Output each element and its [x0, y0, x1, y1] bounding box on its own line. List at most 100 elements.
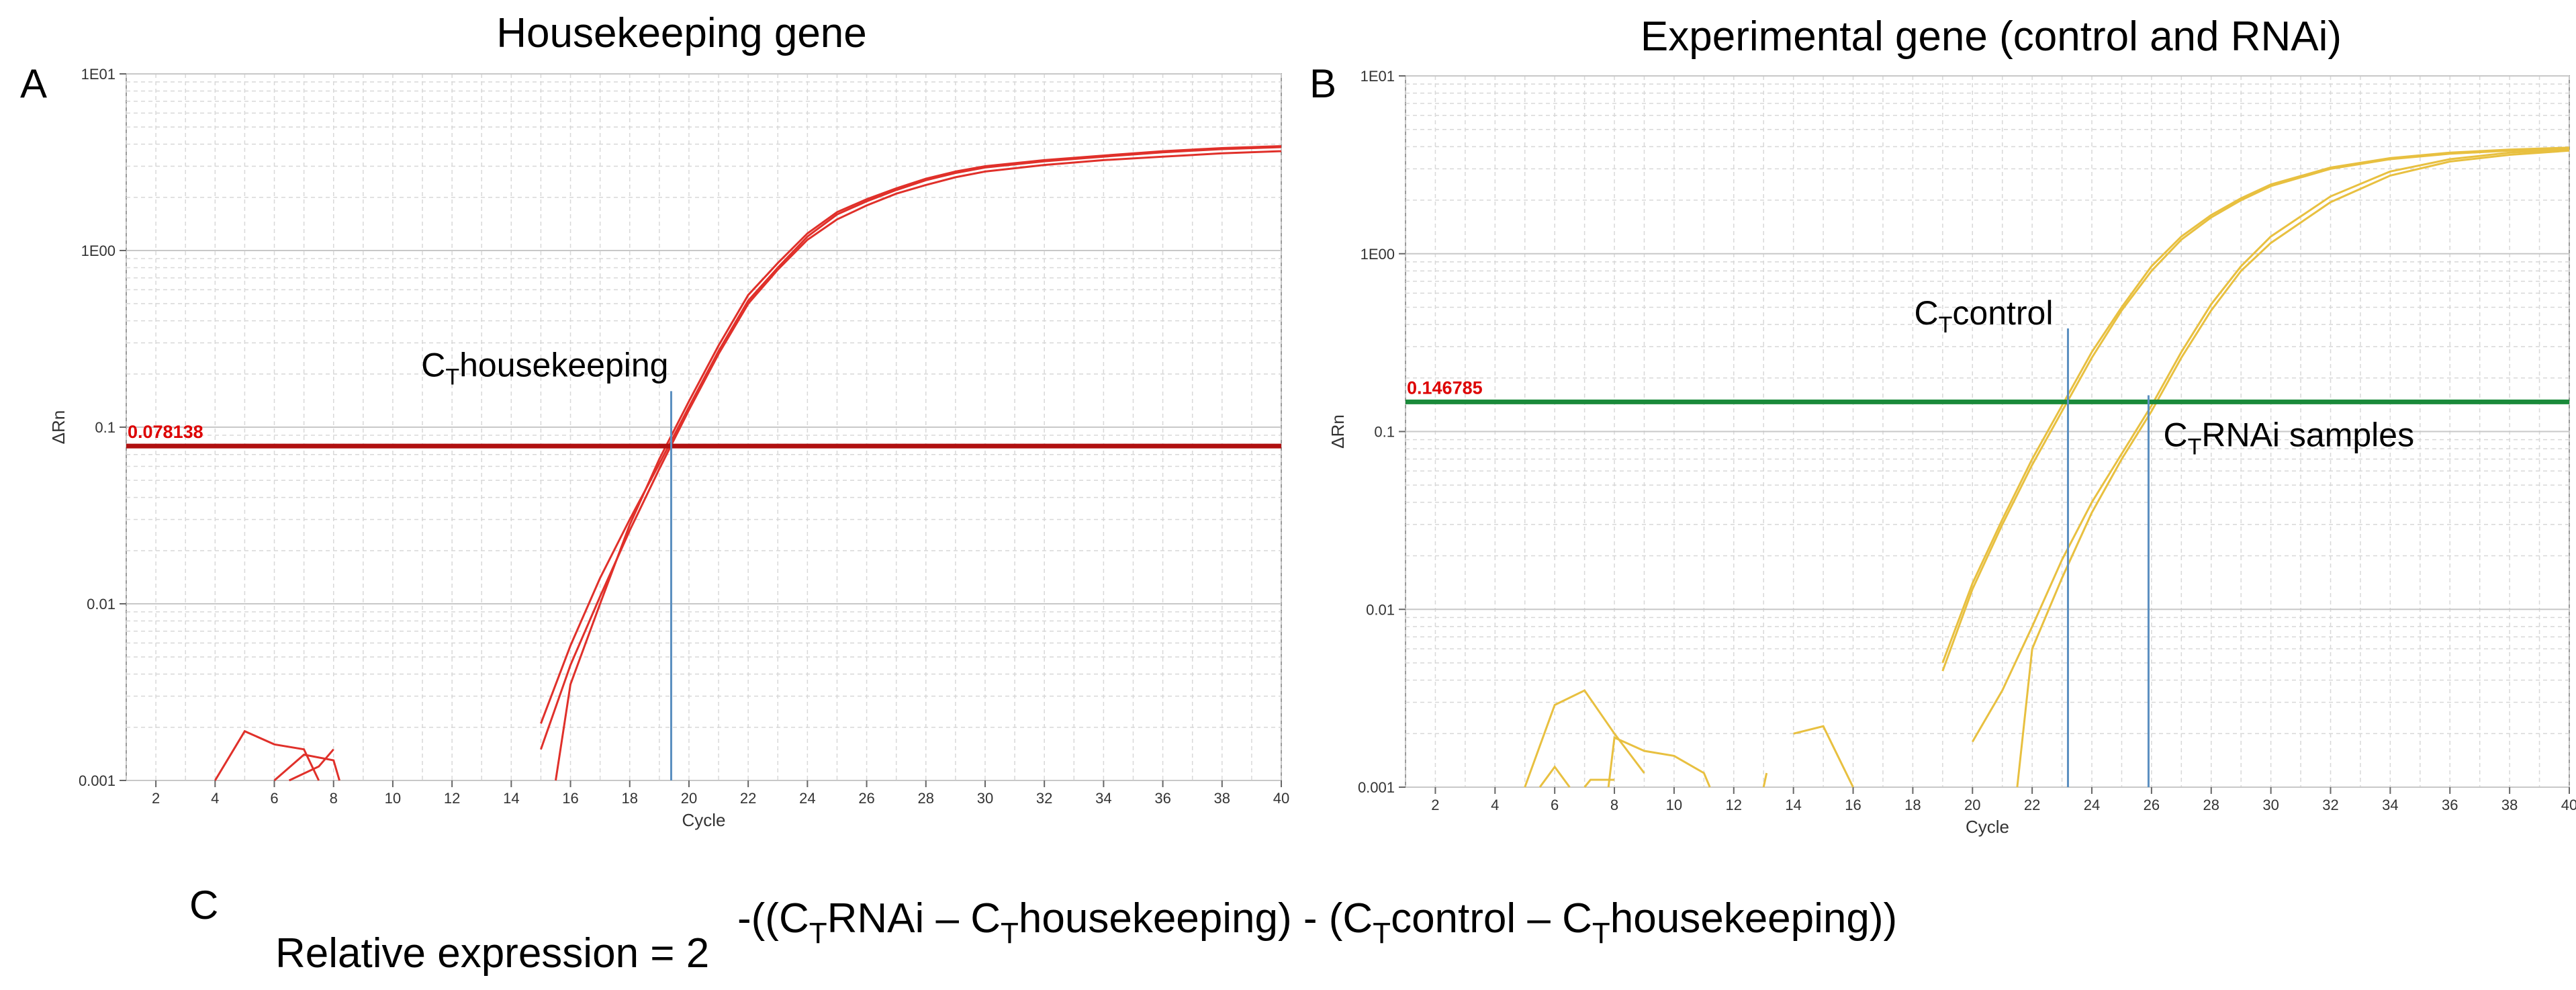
x-tick-label: 28	[2203, 797, 2219, 813]
x-tick-label: 22	[2024, 797, 2040, 813]
ct-label-text: housekeeping	[459, 346, 668, 384]
formula-lhs: Relative expression = 2	[275, 930, 709, 977]
x-tick-label: 32	[1036, 790, 1052, 807]
y-tick-label: 0.01	[1366, 601, 1395, 618]
formula-sub-3: T	[1373, 917, 1391, 950]
series-line	[273, 753, 340, 782]
series-line	[555, 145, 1282, 781]
x-tick-label: 10	[1666, 797, 1682, 813]
y-axis-label: ΔRn	[1328, 414, 1348, 449]
panel-a-letter: A	[20, 61, 47, 106]
x-tick-label: 12	[444, 790, 460, 807]
x-tick-label: 12	[1726, 797, 1742, 813]
x-tick-label: 30	[977, 790, 993, 807]
x-tick-label: 38	[1214, 790, 1230, 807]
x-tick-label: 10	[385, 790, 401, 807]
panel-b-title: Experimental gene (control and RNAi)	[1641, 13, 2342, 60]
y-tick-label: 1E00	[81, 242, 116, 259]
ct-label-main: C	[1915, 294, 1939, 332]
x-tick-label: 4	[211, 790, 219, 807]
y-tick-label: 0.1	[1374, 424, 1395, 441]
x-tick-label: 16	[1845, 797, 1861, 813]
x-tick-label: 2	[1431, 797, 1439, 813]
x-tick-label: 20	[681, 790, 697, 807]
panel-b-letter: B	[1309, 61, 1336, 106]
panel-a-title: Housekeeping gene	[496, 10, 867, 56]
x-tick-label: 6	[1551, 797, 1559, 813]
series-line	[1941, 146, 2570, 664]
ct-label-sub: T	[445, 364, 459, 390]
x-tick-label: 40	[2561, 797, 2576, 813]
x-tick-label: 36	[2442, 797, 2458, 813]
formula-sub-2: T	[1001, 917, 1019, 950]
x-tick-label: 28	[918, 790, 934, 807]
x-tick-label: 16	[562, 790, 578, 807]
x-tick-label: 24	[2084, 797, 2100, 813]
ct-label-text: control	[1952, 294, 2053, 332]
x-tick-label: 14	[503, 790, 519, 807]
series-line	[1607, 736, 1711, 788]
series-line	[214, 729, 320, 781]
ct-label-sub: T	[2188, 435, 2202, 460]
x-tick-label: 38	[2501, 797, 2518, 813]
formula-exp-5: housekeeping))	[1610, 895, 1897, 942]
x-tick-label: 14	[1785, 797, 1801, 813]
y-tick-label: 0.001	[79, 772, 116, 789]
series-line	[1762, 772, 1768, 788]
series-line	[1941, 147, 2570, 672]
x-tick-label: 26	[858, 790, 874, 807]
x-tick-label: 34	[2382, 797, 2398, 813]
formula-sub-4: T	[1592, 917, 1610, 950]
formula-exp-2: RNAi – C	[827, 895, 1001, 942]
series-line	[288, 748, 334, 782]
ct-label-text: RNAi samples	[2201, 416, 2414, 454]
formula-exp-3: housekeeping) - (C	[1019, 895, 1373, 942]
x-tick-label: 30	[2262, 797, 2279, 813]
x-tick-label: 6	[270, 790, 278, 807]
ct-marker-label: CTcontrol	[1915, 294, 2054, 338]
y-tick-label: 1E01	[81, 66, 116, 83]
y-tick-label: 0.01	[87, 596, 116, 613]
threshold-label: 0.146785	[1407, 377, 1483, 398]
x-tick-label: 18	[1904, 797, 1921, 813]
x-tick-label: 20	[1964, 797, 1980, 813]
y-tick-label: 1E01	[1361, 68, 1395, 85]
y-axis-label: ΔRn	[48, 410, 68, 445]
x-tick-label: 34	[1095, 790, 1111, 807]
formula-exp-1: -((C	[737, 895, 809, 942]
x-tick-label: 4	[1491, 797, 1499, 813]
series-line	[1793, 725, 1854, 788]
x-tick-label: 40	[1273, 790, 1289, 807]
formula-exp-4: control – C	[1391, 895, 1592, 942]
ct-label-main: C	[2163, 416, 2187, 454]
x-tick-label: 36	[1154, 790, 1170, 807]
x-tick-label: 8	[330, 790, 338, 807]
x-tick-label: 8	[1610, 797, 1618, 813]
formula-letter: C	[189, 883, 218, 928]
ct-marker-label: CThousekeeping	[421, 346, 668, 390]
x-tick-label: 18	[622, 790, 638, 807]
series-line	[1538, 765, 1571, 788]
ct-label-main: C	[421, 346, 445, 384]
ct-label-sub: T	[1939, 312, 1953, 338]
x-axis-label: Cycle	[1966, 817, 2009, 837]
series-line	[1524, 689, 1645, 788]
x-tick-label: 22	[740, 790, 756, 807]
series-line	[1972, 148, 2570, 743]
x-tick-label: 32	[2322, 797, 2338, 813]
x-tick-label: 2	[152, 790, 160, 807]
formula-sub-1: T	[809, 917, 827, 950]
y-tick-label: 1E00	[1361, 246, 1395, 263]
series-line	[539, 150, 1282, 750]
x-tick-label: 26	[2144, 797, 2160, 813]
formula-text: Relative expression = 2 -((CTRNAi – CTho…	[275, 895, 1897, 977]
y-tick-label: 0.1	[95, 419, 116, 436]
y-tick-label: 0.001	[1358, 779, 1395, 796]
series-line	[1583, 778, 1615, 788]
x-axis-label: Cycle	[682, 810, 725, 830]
threshold-label: 0.078138	[128, 422, 203, 442]
ct-marker-label: CTRNAi samples	[2163, 416, 2414, 460]
